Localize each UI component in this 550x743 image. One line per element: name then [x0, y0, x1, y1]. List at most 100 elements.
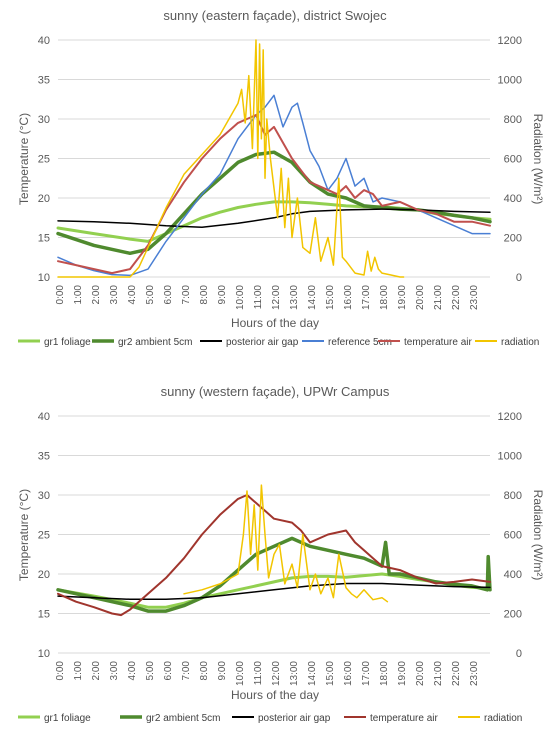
y-tick-label: 30 — [38, 490, 50, 502]
x-tick-label: 6:00 — [163, 285, 174, 305]
y-tick-label: 20 — [38, 569, 50, 581]
x-tick-label: 23:00 — [469, 285, 480, 310]
x-tick-label: 4:00 — [127, 661, 138, 681]
x-tick-label: 1:00 — [73, 285, 84, 305]
x-tick-label: 21:00 — [433, 285, 444, 310]
y2-tick-label: 600 — [504, 154, 522, 166]
x-tick-label: 2:00 — [91, 285, 102, 305]
x-tick-label: 12:00 — [271, 661, 282, 686]
x-tick-label: 14:00 — [307, 285, 318, 310]
x-tick-label: 14:00 — [307, 661, 318, 686]
x-tick-label: 5:00 — [145, 661, 156, 681]
x-tick-label: 15:00 — [325, 285, 336, 310]
y-tick-label: 35 — [38, 451, 50, 463]
x-tick-label: 12:00 — [271, 285, 282, 310]
y2-tick-label: 1200 — [498, 411, 522, 423]
x-tick-label: 16:00 — [343, 285, 354, 310]
gridlines — [58, 415, 490, 654]
y2-tick-label: 600 — [504, 530, 522, 542]
y2-tick-label: 400 — [504, 569, 522, 581]
x-axis-label: Hours of the day — [231, 316, 319, 330]
x-tick-label: 0:00 — [55, 285, 66, 305]
series-line — [56, 200, 492, 243]
x-tick-label: 1:00 — [73, 661, 84, 681]
x-tick-label: 16:00 — [343, 661, 354, 686]
series-line — [183, 484, 389, 603]
x-tick-label: 3:00 — [109, 661, 120, 681]
chart-eastern: sunny (eastern façade), district Swojec … — [17, 8, 545, 348]
legend-label: posterior air gap — [226, 337, 299, 348]
x-tick-label: 2:00 — [91, 661, 102, 681]
x-tick-label: 17:00 — [361, 661, 372, 686]
x-tick-label: 7:00 — [181, 285, 192, 305]
chart-title: sunny (eastern façade), district Swojec — [163, 8, 387, 23]
series-line — [56, 536, 492, 613]
series-line — [57, 94, 491, 277]
y2-axis-label: Radiation (W/m²) — [531, 114, 545, 205]
x-axis-ticks: 0:00 1:00 2:00 3:00 4:00 5:00 6:00 7:00 8:00 9:00… — [55, 661, 480, 686]
y2-tick-label: 800 — [504, 490, 522, 502]
series-line — [57, 582, 491, 601]
series-line — [57, 39, 405, 278]
y2-tick-label: 0 — [516, 272, 522, 284]
legend-label: reference 5cm — [328, 337, 392, 348]
y-tick-label: 15 — [38, 233, 50, 245]
series-lines — [56, 484, 492, 617]
x-axis-label: Hours of the day — [231, 688, 319, 702]
y2-axis-label: Radiation (W/m²) — [531, 490, 545, 581]
x-tick-label: 8:00 — [199, 285, 210, 305]
y2-axis-ticks: 0 200 400 600 800 1000 1200 — [498, 35, 522, 284]
x-tick-label: 17:00 — [361, 285, 372, 310]
y2-tick-label: 200 — [504, 609, 522, 621]
y2-axis-ticks: 0 200 400 600 800 1000 1200 — [498, 411, 522, 660]
legend-label: radiation — [501, 337, 539, 348]
y2-tick-label: 1000 — [498, 75, 522, 87]
y2-tick-label: 0 — [516, 648, 522, 660]
x-tick-label: 8:00 — [199, 661, 210, 681]
x-tick-label: 6:00 — [163, 661, 174, 681]
y-tick-label: 25 — [38, 530, 50, 542]
y-tick-label: 40 — [38, 35, 50, 47]
x-tick-label: 18:00 — [379, 661, 390, 686]
x-tick-label: 11:00 — [253, 661, 264, 686]
series-lines — [56, 39, 492, 278]
legend-label: radiation — [484, 713, 522, 724]
legend: gr1 foliage gr2 ambient 5cm posterior air … — [18, 337, 539, 348]
y2-tick-label: 200 — [504, 233, 522, 245]
x-tick-label: 7:00 — [181, 661, 192, 681]
legend-label: gr2 ambient 5cm — [118, 337, 192, 348]
x-tick-label: 10:00 — [235, 661, 246, 686]
y2-tick-label: 1200 — [498, 35, 522, 47]
x-tick-label: 13:00 — [289, 285, 300, 310]
x-tick-label: 11:00 — [253, 285, 264, 310]
x-tick-label: 20:00 — [415, 285, 426, 310]
x-tick-label: 15:00 — [325, 661, 336, 686]
y-tick-label: 40 — [38, 411, 50, 423]
chart-western: sunny (western façade), UPWr Campus 10 15… — [17, 384, 545, 724]
y-tick-label: 15 — [38, 609, 50, 621]
x-tick-label: 9:00 — [217, 285, 228, 305]
y-axis-ticks: 10 15 20 25 30 35 40 — [38, 411, 50, 660]
gridlines — [58, 39, 490, 278]
legend-label: temperature air — [404, 337, 472, 348]
y-tick-label: 10 — [38, 272, 50, 284]
x-tick-label: 3:00 — [109, 285, 120, 305]
y2-tick-label: 400 — [504, 193, 522, 205]
legend-label: gr2 ambient 5cm — [146, 713, 220, 724]
y2-tick-label: 800 — [504, 114, 522, 126]
y-tick-label: 20 — [38, 193, 50, 205]
x-tick-label: 18:00 — [379, 285, 390, 310]
x-tick-label: 9:00 — [217, 661, 228, 681]
series-line — [57, 208, 491, 228]
x-tick-label: 21:00 — [433, 661, 444, 686]
x-tick-label: 10:00 — [235, 285, 246, 310]
x-tick-label: 22:00 — [451, 661, 462, 686]
x-tick-label: 20:00 — [415, 661, 426, 686]
y-axis-label: Temperature (°C) — [17, 113, 31, 205]
x-tick-label: 0:00 — [55, 661, 66, 681]
y-tick-label: 30 — [38, 114, 50, 126]
legend-label: gr1 foliage — [44, 337, 91, 348]
chart-title: sunny (western façade), UPWr Campus — [161, 384, 390, 399]
x-tick-label: 13:00 — [289, 661, 300, 686]
y-tick-label: 10 — [38, 648, 50, 660]
